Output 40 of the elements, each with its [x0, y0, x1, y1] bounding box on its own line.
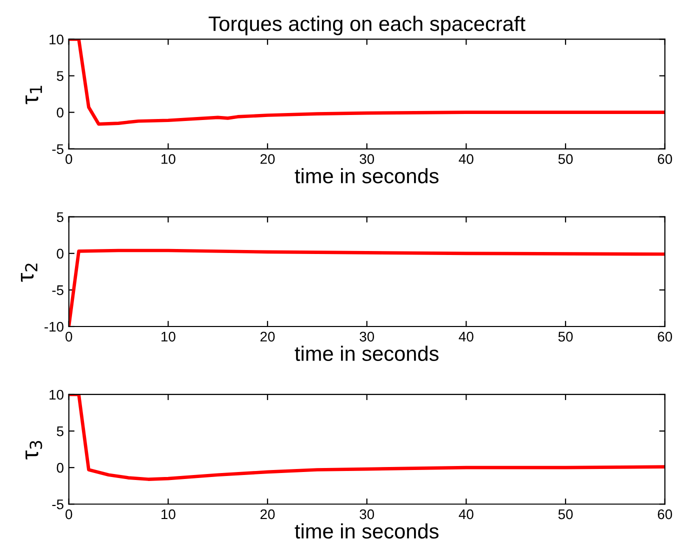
y-tick-label: -5: [52, 500, 64, 510]
y-tick-label: 0: [56, 108, 64, 118]
x-tick-label: 60: [658, 509, 672, 520]
x-axis-title: time in seconds: [294, 168, 438, 184]
y-tick-label: 5: [56, 71, 64, 81]
y-tick-label: -5: [52, 144, 64, 154]
x-tick-label: 40: [458, 332, 474, 342]
y-tick-label: 10: [50, 34, 64, 44]
x-tick-label: 20: [260, 332, 275, 342]
x-tick-label: 50: [558, 509, 573, 520]
y-tick-label: 0: [56, 462, 64, 473]
y-tick-label: -5: [52, 285, 64, 296]
x-tick-label: 0: [66, 154, 72, 164]
x-tick-label: 0: [66, 509, 72, 520]
x-tick-label: 50: [558, 332, 573, 342]
y-axis-title: τ$_{3}$: [26, 440, 42, 460]
x-tick-label: 10: [162, 509, 176, 520]
x-tick-label: 10: [162, 154, 176, 164]
x-tick-label: 60: [658, 154, 672, 164]
y-axis-title: τ$_{1}$: [26, 86, 42, 104]
y-tick-label: 10: [50, 390, 64, 400]
x-tick-label: 40: [458, 154, 474, 164]
x-tick-label: 30: [360, 332, 374, 342]
y-tick-label: 5: [56, 212, 64, 222]
y-axis-title: τ$_{2}$: [20, 264, 38, 282]
x-tick-label: 0: [66, 332, 72, 342]
x-tick-label: 40: [458, 509, 474, 520]
chart-title: Torques acting on each spacecraft: [208, 16, 526, 36]
x-axis-title: time in seconds: [294, 346, 438, 362]
x-tick-label: 60: [658, 332, 672, 342]
x-tick-label: 30: [360, 509, 374, 520]
x-tick-label: 20: [260, 154, 275, 164]
x-tick-label: 10: [162, 332, 176, 342]
x-axis-title: time in seconds: [294, 523, 438, 539]
y-tick-label: 0: [56, 248, 64, 259]
x-tick-label: 20: [260, 509, 275, 520]
x-tick-label: 50: [558, 154, 573, 164]
y-tick-label: 5: [56, 426, 64, 436]
x-tick-label: 30: [360, 154, 374, 164]
y-tick-label: -10: [44, 322, 64, 332]
